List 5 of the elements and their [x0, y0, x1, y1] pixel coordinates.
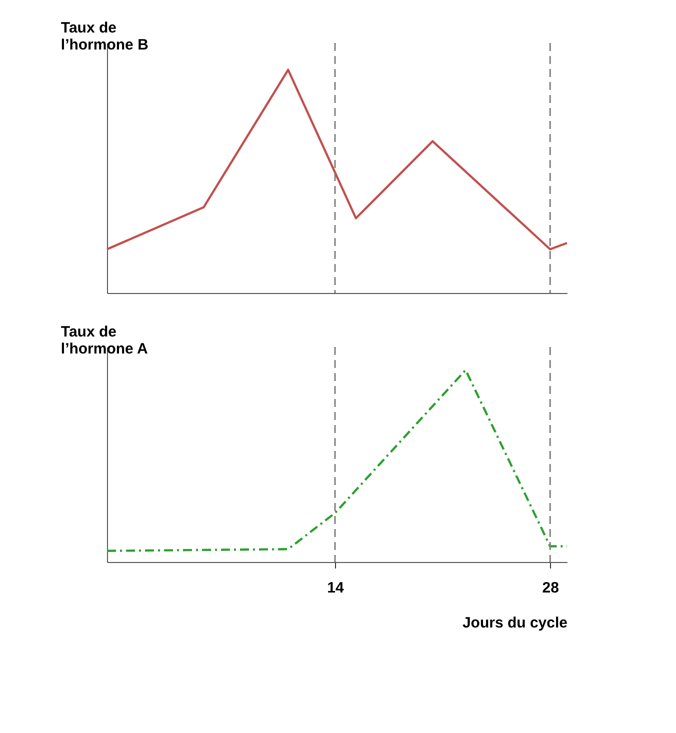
- x-tick-label: 28: [542, 580, 559, 596]
- y-axis-title: Taux de l’hormone A: [60, 323, 148, 358]
- y-axis-title: Taux de l’hormone B: [60, 19, 149, 54]
- x-tick-label: 14: [327, 580, 344, 596]
- x-axis-title: Jours du cycle: [462, 614, 568, 632]
